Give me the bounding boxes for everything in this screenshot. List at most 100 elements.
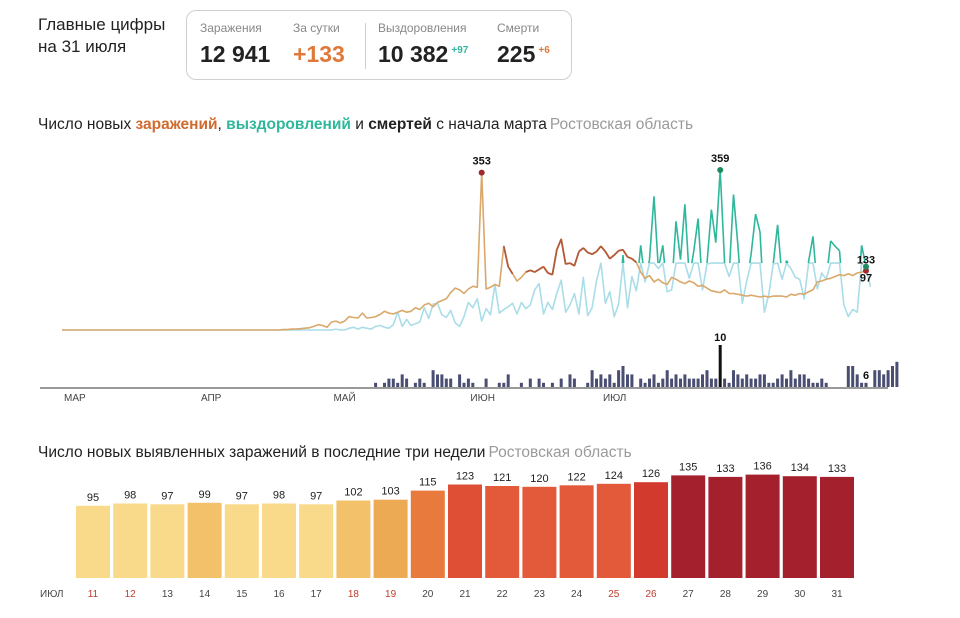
stats-card: Заражения 12 941 За сутки +133 Выздоровл… bbox=[186, 10, 572, 80]
deaths-bar bbox=[683, 374, 687, 387]
chart1-region: Ростовская область bbox=[549, 116, 694, 133]
deaths-bar bbox=[802, 374, 806, 387]
headline-line-1: Главные цифры bbox=[38, 15, 166, 34]
deaths-bar bbox=[815, 382, 819, 387]
deaths-bar bbox=[882, 374, 886, 387]
chart1-title-recoveries: выздоровлений bbox=[226, 116, 351, 133]
deaths-bar bbox=[405, 378, 409, 387]
deaths-bar bbox=[559, 378, 563, 387]
deaths-bar bbox=[780, 374, 784, 387]
headline-line-2: на 31 июля bbox=[38, 37, 127, 56]
deaths-bar bbox=[679, 378, 682, 387]
bar-category-label: 23 bbox=[534, 589, 546, 600]
bar-category-label: 16 bbox=[273, 589, 285, 600]
deaths-bar bbox=[727, 382, 731, 387]
deaths-bar bbox=[383, 382, 386, 387]
chart2-title: Число новых выявленных заражений в после… bbox=[38, 444, 632, 462]
bar bbox=[336, 500, 371, 578]
deaths-bar bbox=[648, 378, 651, 387]
deaths-bar bbox=[537, 378, 541, 387]
headline: Главные цифры на 31 июля bbox=[38, 14, 165, 58]
deaths-bar bbox=[391, 378, 395, 387]
bar-category-label: 18 bbox=[348, 589, 360, 600]
deaths-bar bbox=[807, 378, 811, 387]
chart1-title-sep1: , bbox=[217, 116, 227, 133]
deaths-bar bbox=[484, 378, 488, 387]
deaths-last-label: 6 bbox=[863, 370, 869, 382]
bar bbox=[745, 474, 780, 578]
month-tick-label: МАР bbox=[64, 393, 86, 404]
deaths-bar bbox=[785, 378, 788, 387]
deaths-bar bbox=[661, 378, 665, 387]
deaths-bar bbox=[458, 374, 462, 387]
deaths-bar bbox=[418, 378, 422, 387]
deaths-bar bbox=[762, 374, 766, 387]
deaths-bar bbox=[855, 374, 859, 387]
recoveries-high-segments bbox=[621, 169, 867, 264]
bar-value-label: 121 bbox=[493, 472, 511, 484]
bar-value-label: 115 bbox=[419, 477, 437, 489]
bar-category-label: 29 bbox=[757, 589, 769, 600]
deaths-bar bbox=[798, 374, 802, 387]
stats-divider bbox=[365, 23, 366, 69]
bar bbox=[224, 504, 259, 578]
deaths-bar bbox=[674, 374, 678, 387]
deaths-bar bbox=[723, 378, 727, 387]
bar bbox=[150, 504, 185, 578]
bar-category-label: 13 bbox=[162, 589, 174, 600]
deaths-bar bbox=[705, 370, 709, 387]
bar bbox=[671, 475, 706, 578]
deaths-bar bbox=[466, 378, 470, 387]
deaths-bar bbox=[502, 382, 506, 387]
stat-deaths-delta: +6 bbox=[538, 45, 550, 56]
deaths-bar bbox=[444, 378, 448, 387]
deaths-bar bbox=[449, 378, 453, 387]
month-tick-label: МАЙ bbox=[333, 391, 355, 404]
deaths-bar bbox=[709, 378, 713, 387]
deaths-bar bbox=[519, 382, 523, 387]
recoveries-peak-marker bbox=[717, 167, 724, 173]
deaths-bar bbox=[873, 370, 877, 387]
deaths-bar bbox=[617, 370, 621, 387]
deaths-bar bbox=[528, 378, 532, 387]
bar-value-label: 98 bbox=[124, 490, 136, 502]
deaths-bar bbox=[714, 378, 718, 387]
chart1-title-deaths: смертей bbox=[368, 116, 432, 133]
chart1-title-sep2: и bbox=[350, 116, 369, 133]
deaths-peak-label: 10 bbox=[714, 332, 726, 344]
deaths-bar bbox=[771, 382, 775, 387]
bar bbox=[634, 482, 668, 578]
stat-recovered-row: 10 382 +97 bbox=[378, 41, 468, 68]
deaths-bar bbox=[568, 374, 572, 387]
deaths-bar bbox=[595, 378, 598, 387]
infections-peak-label: 353 bbox=[472, 156, 490, 168]
infections-peak-marker bbox=[478, 169, 485, 176]
bar-value-label: 120 bbox=[530, 473, 548, 485]
deaths-bar bbox=[891, 366, 894, 387]
deaths-bar bbox=[374, 382, 378, 387]
bar-axis-month-label: ИЮЛ bbox=[40, 589, 63, 600]
deaths-bar bbox=[877, 370, 881, 387]
bar-value-label: 97 bbox=[236, 490, 248, 502]
chart2-region: Ростовская область bbox=[488, 444, 632, 461]
recoveries-last-label: 97 bbox=[860, 273, 872, 285]
bar-value-label: 123 bbox=[456, 471, 474, 483]
stat-daily: За сутки +133 bbox=[293, 21, 345, 68]
deaths-bar bbox=[440, 374, 444, 387]
bar-category-label: 22 bbox=[497, 589, 509, 600]
deaths-bar bbox=[639, 378, 643, 387]
bar-category-label: 15 bbox=[236, 589, 248, 600]
deaths-bar bbox=[851, 366, 855, 387]
stat-recovered: Выздоровления 10 382 +97 bbox=[378, 21, 468, 68]
bar-category-label: 31 bbox=[831, 589, 843, 600]
deaths-bar bbox=[820, 378, 824, 387]
deaths-bar bbox=[471, 382, 475, 387]
bar-value-label: 102 bbox=[344, 487, 362, 499]
stat-deaths-value: 225 bbox=[497, 41, 536, 67]
bar bbox=[262, 503, 296, 578]
bar-value-label: 99 bbox=[198, 489, 210, 501]
bar-value-label: 97 bbox=[161, 490, 173, 502]
bar bbox=[782, 476, 817, 578]
bar bbox=[820, 476, 854, 578]
